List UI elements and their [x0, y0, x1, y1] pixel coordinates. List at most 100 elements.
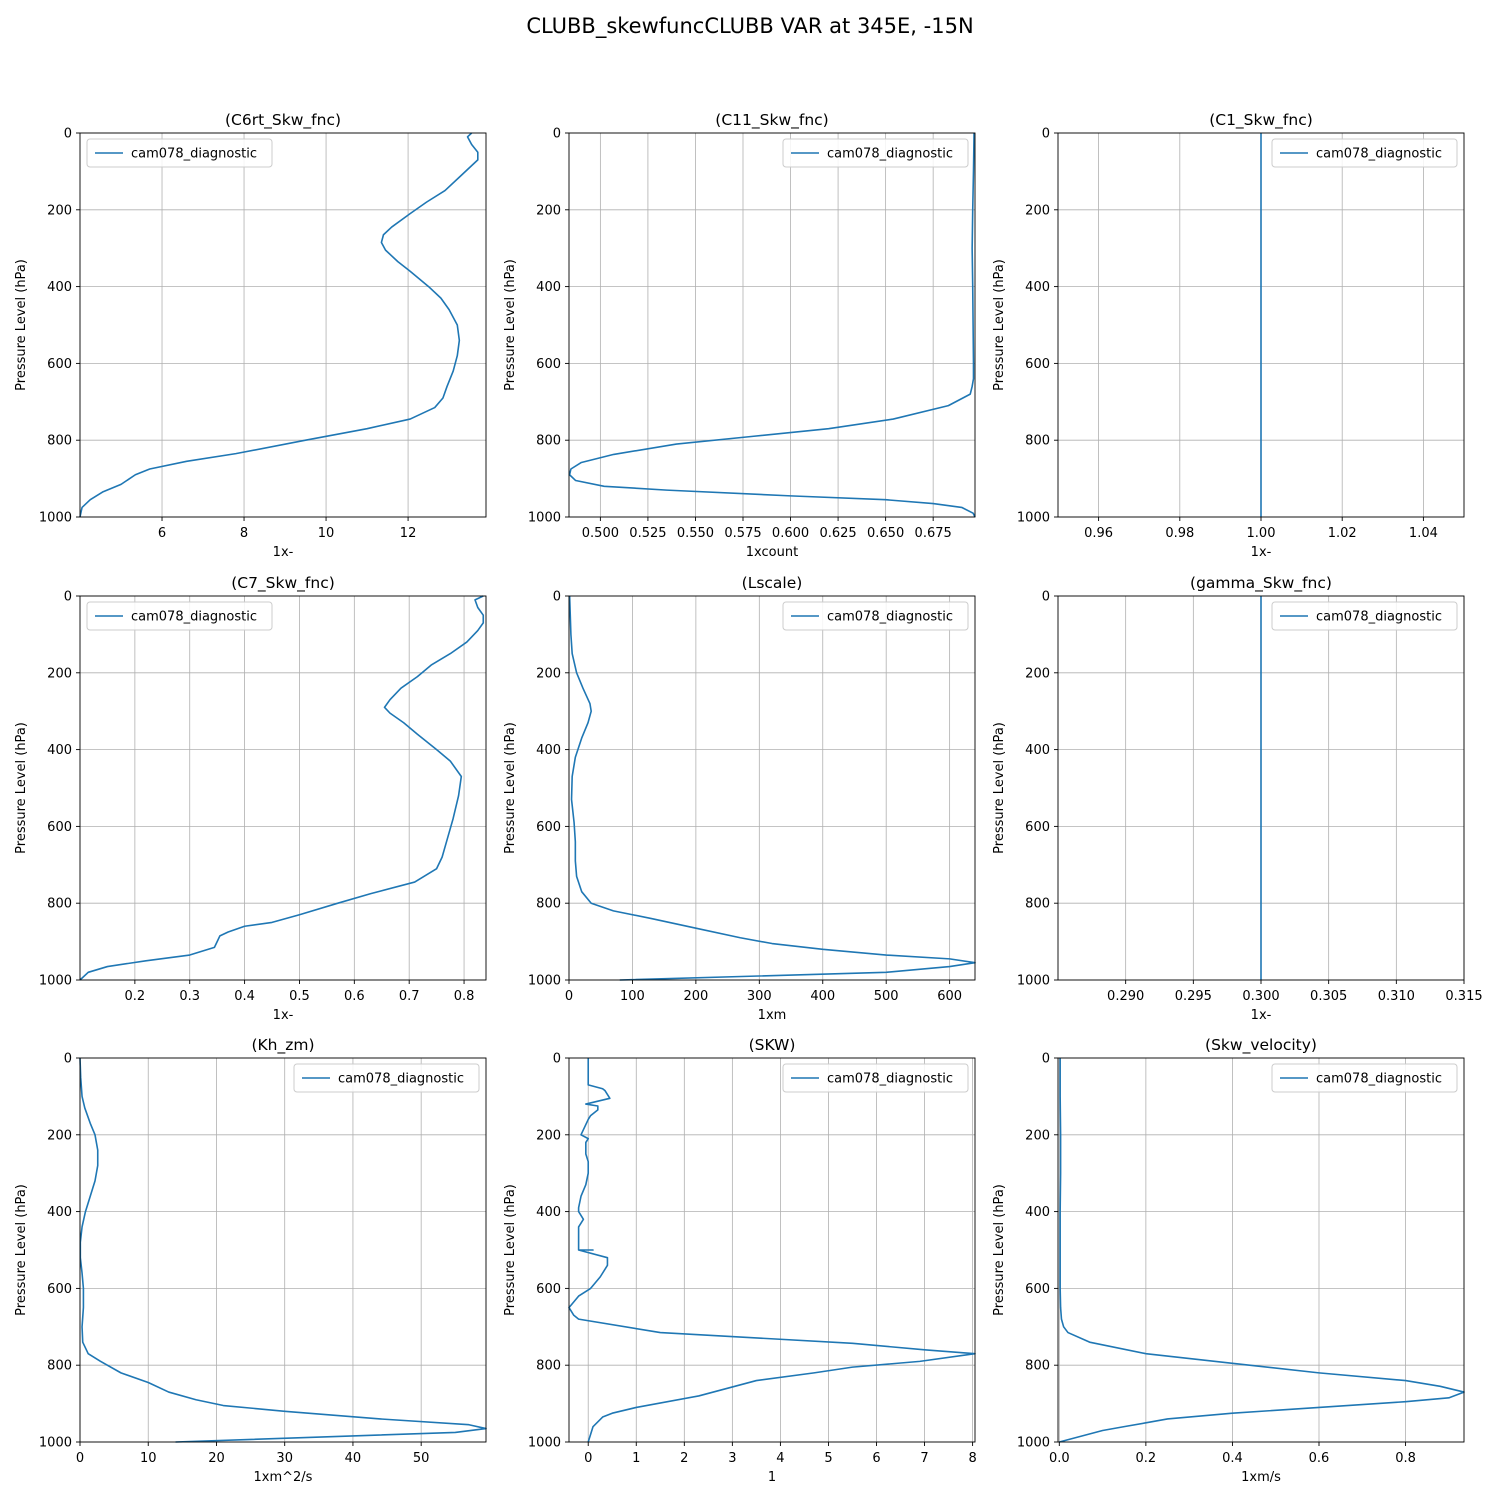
legend-box — [1271, 138, 1458, 168]
x-tick-label: 10 — [318, 526, 335, 541]
legend-label: cam078_diagnostic — [1316, 1072, 1442, 1087]
legend: cam078_diagnostic — [782, 1063, 969, 1093]
plot-frame — [79, 1057, 487, 1443]
y-tick-label: 1000 — [39, 511, 72, 526]
x-tick-label: 1.02 — [1328, 526, 1357, 541]
x-tick-label: 1.04 — [1409, 526, 1438, 541]
y-tick-label: 800 — [536, 897, 561, 912]
legend: cam078_diagnostic — [86, 138, 273, 168]
x-axis-label: 1xm^2/s — [254, 1470, 313, 1485]
y-tick-label: 1000 — [39, 974, 72, 989]
x-tick-label: 0.575 — [724, 526, 761, 541]
y-axis-label: Pressure Level (hPa) — [992, 259, 1007, 391]
x-tick-label: 0.650 — [867, 526, 904, 541]
y-axis-label: Pressure Level (hPa) — [14, 259, 29, 391]
y-tick-label: 200 — [536, 203, 561, 218]
subplot: 0.2 0.3 0.4 0.5 0.6 0.7 0.8 0 200 400 600 800 1000 (C… — [14, 574, 487, 1023]
subplot: 0.500 0.525 0.550 0.575 0.600 0.625 0.650 0.675… — [503, 111, 976, 560]
x-tick-label: 10 — [140, 1451, 157, 1466]
plot-frame — [79, 132, 487, 518]
x-tick-label: 8 — [968, 1451, 976, 1466]
y-tick-label: 0 — [1042, 127, 1050, 142]
x-tick-label: 4 — [776, 1451, 784, 1466]
x-tick-label: 0.290 — [1107, 989, 1144, 1004]
y-tick-label: 200 — [536, 666, 561, 681]
y-tick-label: 0 — [1042, 1052, 1050, 1067]
x-tick-label: 7 — [920, 1451, 928, 1466]
x-tick-label: 0.7 — [399, 989, 420, 1004]
y-tick-label: 400 — [47, 280, 72, 295]
x-tick-label: 0.0 — [1049, 1451, 1070, 1466]
x-tick-label: 0.98 — [1165, 526, 1194, 541]
y-tick-label: 600 — [536, 1282, 561, 1297]
series-line — [79, 132, 479, 518]
series-line — [1059, 1058, 1465, 1443]
plot-frame — [1057, 1057, 1465, 1443]
y-tick-label: 400 — [536, 743, 561, 758]
x-tick-label: 50 — [413, 1451, 430, 1466]
plot-frame — [568, 1057, 976, 1443]
series-line — [79, 1057, 487, 1443]
plot-frame — [568, 132, 976, 518]
figure-title: CLUBB_skewfuncCLUBB VAR at 345E, -15N — [526, 14, 974, 38]
y-tick-label: 200 — [47, 203, 72, 218]
y-tick-label: 400 — [47, 743, 72, 758]
subplot-title: (C7_Skw_fnc) — [231, 574, 335, 593]
y-tick-label: 400 — [47, 1205, 72, 1220]
y-axis-label: Pressure Level (hPa) — [14, 1184, 29, 1316]
x-tick-label: 500 — [874, 989, 899, 1004]
legend: cam078_diagnostic — [293, 1063, 480, 1093]
x-tick-label: 400 — [810, 989, 835, 1004]
legend: cam078_diagnostic — [782, 601, 969, 631]
y-tick-label: 600 — [536, 357, 561, 372]
y-tick-label: 600 — [536, 820, 561, 835]
y-tick-label: 800 — [536, 1359, 561, 1374]
x-tick-label: 0 — [76, 1451, 84, 1466]
legend-label: cam078_diagnostic — [338, 1072, 464, 1087]
x-tick-label: 0.675 — [915, 526, 952, 541]
x-tick-label: 0.315 — [1445, 989, 1482, 1004]
x-tick-label: 0.8 — [1395, 1451, 1416, 1466]
legend-label: cam078_diagnostic — [1316, 147, 1442, 162]
y-tick-label: 200 — [1025, 203, 1050, 218]
series-line — [568, 132, 976, 518]
x-tick-label: 0.2 — [125, 989, 146, 1004]
series-line — [568, 595, 976, 981]
y-axis-label: Pressure Level (hPa) — [503, 722, 518, 854]
y-tick-label: 0 — [1042, 590, 1050, 605]
y-tick-label: 400 — [1025, 1205, 1050, 1220]
legend: cam078_diagnostic — [86, 601, 273, 631]
y-tick-label: 800 — [1025, 897, 1050, 912]
y-tick-label: 0 — [64, 1052, 72, 1067]
x-tick-label: 6 — [872, 1451, 880, 1466]
y-tick-label: 600 — [47, 357, 72, 372]
x-axis-label: 1x- — [273, 1008, 294, 1023]
y-tick-label: 200 — [47, 666, 72, 681]
y-tick-label: 0 — [64, 590, 72, 605]
y-tick-label: 800 — [1025, 434, 1050, 449]
x-tick-label: 0 — [565, 989, 573, 1004]
y-tick-label: 1000 — [1017, 974, 1050, 989]
legend-box — [86, 138, 273, 168]
x-tick-label: 1 — [632, 1451, 640, 1466]
x-tick-label: 0.6 — [344, 989, 365, 1004]
x-axis-label: 1x- — [273, 545, 294, 560]
legend-label: cam078_diagnostic — [131, 610, 257, 625]
x-tick-label: 0.4 — [234, 989, 255, 1004]
y-tick-label: 0 — [64, 127, 72, 142]
x-tick-label: 0.6 — [1309, 1451, 1330, 1466]
subplot-title: (Lscale) — [742, 574, 803, 592]
y-tick-label: 0 — [553, 590, 561, 605]
y-tick-label: 1000 — [39, 1436, 72, 1451]
legend-box — [782, 138, 969, 168]
series-line — [79, 595, 485, 981]
y-tick-label: 400 — [1025, 280, 1050, 295]
y-tick-label: 1000 — [528, 974, 561, 989]
x-tick-label: 3 — [728, 1451, 736, 1466]
x-tick-label: 0.550 — [677, 526, 714, 541]
x-tick-label: 0.4 — [1222, 1451, 1243, 1466]
legend: cam078_diagnostic — [1271, 601, 1458, 631]
legend: cam078_diagnostic — [1271, 138, 1458, 168]
subplot-title: (SKW) — [749, 1036, 796, 1054]
